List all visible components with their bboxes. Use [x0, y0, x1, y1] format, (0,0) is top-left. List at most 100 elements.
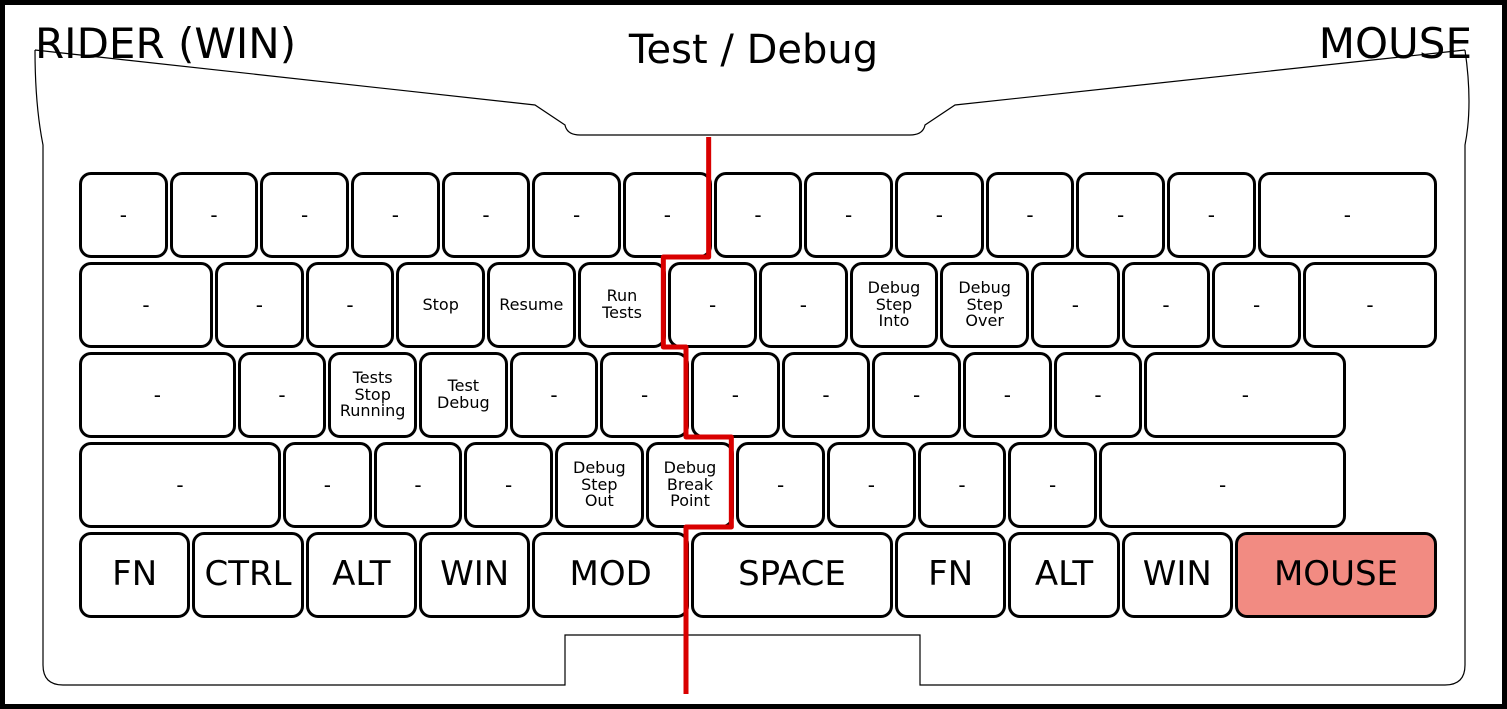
key: -	[260, 172, 349, 258]
key-label: Debug Step Out	[573, 460, 626, 510]
key: -	[1212, 262, 1301, 348]
key-label: -	[1026, 205, 1033, 226]
key-label: -	[1344, 205, 1351, 226]
key: -	[759, 262, 848, 348]
key: Stop	[396, 262, 485, 348]
key-label: -	[1242, 385, 1249, 406]
key-label: ALT	[332, 557, 390, 593]
key-label: Debug Step Over	[958, 280, 1011, 330]
key-label: -	[664, 205, 671, 226]
key-label: -	[913, 385, 920, 406]
key-label: MOUSE	[1274, 557, 1398, 593]
key: -	[374, 442, 463, 528]
key-label: Test Debug	[437, 378, 490, 412]
key: MOD	[532, 532, 689, 618]
key-label: -	[324, 475, 331, 496]
key: Resume	[487, 262, 576, 348]
key-label: -	[1072, 295, 1079, 316]
key-label: -	[154, 385, 161, 406]
key-label: -	[278, 385, 285, 406]
key-label: FN	[112, 557, 157, 593]
key: ALT	[306, 532, 417, 618]
key: FN	[79, 532, 190, 618]
key: Debug Step Into	[850, 262, 939, 348]
key-label: -	[1004, 385, 1011, 406]
key-label: WIN	[1143, 557, 1212, 593]
key: -	[510, 352, 599, 438]
key-label: -	[176, 475, 183, 496]
key: -	[238, 352, 327, 438]
key-label: -	[210, 205, 217, 226]
key: -	[1258, 172, 1437, 258]
key-label: ALT	[1035, 557, 1093, 593]
key: -	[827, 442, 916, 528]
key-label: Debug Step Into	[868, 280, 921, 330]
key: -	[532, 172, 621, 258]
key: -	[918, 442, 1007, 528]
key: -	[804, 172, 893, 258]
key: -	[1031, 262, 1120, 348]
key: -	[782, 352, 871, 438]
key: Debug Step Over	[940, 262, 1029, 348]
key: -	[736, 442, 825, 528]
key: -	[79, 172, 168, 258]
key: -	[1099, 442, 1346, 528]
keyboard-row: - - - - Debug Step Out Debug Break Point - - - - -	[79, 442, 1439, 530]
diagram-frame: RIDER (WIN) Test / Debug MOUSE ---------…	[0, 0, 1507, 709]
key-label: -	[868, 475, 875, 496]
key: -	[1122, 262, 1211, 348]
key: -	[1144, 352, 1346, 438]
key: MOUSE	[1235, 532, 1437, 618]
key-label: Tests Stop Running	[340, 370, 406, 420]
key: -	[963, 352, 1052, 438]
key: WIN	[419, 532, 530, 618]
key-label: -	[709, 295, 716, 316]
key-label: -	[550, 385, 557, 406]
key-label: -	[800, 295, 807, 316]
key-label: WIN	[440, 557, 509, 593]
key-label: -	[346, 295, 353, 316]
key-label: -	[1117, 205, 1124, 226]
keyboard-row: - - - Stop Resume Run Tests - - Debug Step Into D…	[79, 262, 1439, 350]
key-label: Run Tests	[602, 288, 642, 322]
key-label: Resume	[499, 297, 563, 314]
key: CTRL	[192, 532, 303, 618]
key-label: Stop	[422, 297, 458, 314]
key: -	[1008, 442, 1097, 528]
key-label: -	[936, 205, 943, 226]
key: -	[1054, 352, 1143, 438]
key-label: -	[120, 205, 127, 226]
key-label: -	[1219, 475, 1226, 496]
key-label: -	[754, 205, 761, 226]
key-label: -	[482, 205, 489, 226]
key: -	[170, 172, 259, 258]
key-label: -	[1162, 295, 1169, 316]
keyboard-row: - - Tests Stop Running Test Debug - - - - - - - -	[79, 352, 1439, 440]
title-center: Test / Debug	[629, 27, 878, 73]
key: WIN	[1122, 532, 1233, 618]
key-label: -	[1094, 385, 1101, 406]
key: Debug Step Out	[555, 442, 644, 528]
key: -	[464, 442, 553, 528]
key: Tests Stop Running	[328, 352, 417, 438]
key-label: -	[641, 385, 648, 406]
key-label: Debug Break Point	[664, 460, 717, 510]
title-left: RIDER (WIN)	[35, 19, 296, 68]
key-label: -	[505, 475, 512, 496]
keyboard-row: --------------	[79, 172, 1439, 260]
key: Test Debug	[419, 352, 508, 438]
key-label: SPACE	[738, 557, 846, 593]
key: -	[79, 352, 236, 438]
key-label: -	[958, 475, 965, 496]
key: -	[986, 172, 1075, 258]
key-label: -	[414, 475, 421, 496]
key-label: CTRL	[204, 557, 291, 593]
key: FN	[895, 532, 1006, 618]
key-label: -	[732, 385, 739, 406]
key: -	[351, 172, 440, 258]
key: SPACE	[691, 532, 893, 618]
key-label: -	[1049, 475, 1056, 496]
key-label: MOD	[570, 557, 652, 593]
key-label: -	[777, 475, 784, 496]
key: -	[623, 172, 712, 258]
